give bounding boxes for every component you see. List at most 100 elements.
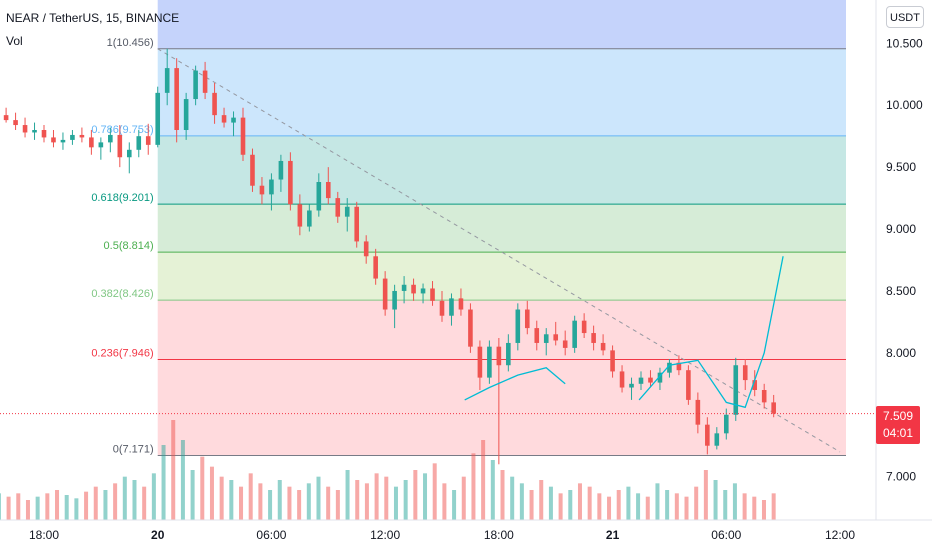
candle-body	[155, 92, 161, 145]
time-tick-label: 06:00	[711, 528, 741, 542]
candle-body	[534, 328, 540, 343]
volume-bar	[64, 495, 69, 520]
fib-band-0.5	[157, 204, 846, 253]
volume-bar	[587, 486, 592, 520]
time-tick-label: 12:00	[370, 528, 400, 542]
volume-bar	[684, 496, 689, 520]
volume-bar	[161, 445, 166, 520]
fib-band-0.382	[157, 252, 846, 301]
candle-body	[22, 125, 28, 133]
volume-bar	[539, 480, 544, 520]
volume-bar	[142, 486, 147, 520]
volume-bar	[519, 483, 524, 520]
price-tick-label: 7.000	[886, 470, 916, 484]
candle-body	[307, 210, 312, 227]
candle-body	[468, 309, 473, 347]
volume-bar	[239, 486, 244, 520]
fib-label-0.5: 0.5(8.814)	[104, 240, 154, 252]
fib-label-0.786: 0.786(9.753)	[91, 124, 153, 136]
candle-body	[183, 99, 189, 130]
candle-body	[506, 342, 511, 366]
projection-curve-left[interactable]	[464, 366, 566, 401]
candle-body	[60, 139, 66, 143]
volume-bar	[171, 420, 176, 520]
volume-bar	[200, 456, 205, 520]
price-tick-label: 9.000	[886, 222, 916, 236]
volume-bar	[335, 490, 340, 520]
candle-body	[382, 278, 388, 310]
candle-body	[581, 320, 587, 334]
volume-bar	[277, 480, 282, 520]
volume-bar	[268, 490, 273, 520]
fib-label-0.618: 0.618(9.201)	[91, 192, 153, 204]
last-price-value: 7.509	[882, 409, 914, 423]
candle-body	[297, 204, 303, 227]
volume-bar	[93, 486, 98, 520]
candle-body	[344, 206, 350, 217]
volume-bar	[364, 483, 369, 520]
candle-body	[259, 185, 265, 195]
candle-body	[562, 340, 568, 348]
volume-bar	[297, 490, 302, 520]
volume-bar	[713, 480, 718, 520]
volume-bar	[626, 486, 631, 520]
candle-body	[761, 390, 767, 403]
volume-bar	[616, 490, 621, 520]
volume-bar	[55, 490, 60, 520]
candle-body	[695, 399, 701, 425]
fib-label-0.382: 0.382(8.426)	[91, 288, 153, 300]
fib-band-0	[157, 359, 846, 456]
candle-body	[648, 377, 653, 383]
candle-body	[600, 342, 606, 351]
volume-bar	[345, 470, 350, 520]
time-tick-label: 12:00	[825, 528, 855, 542]
candle-body	[51, 137, 56, 143]
volume-bar	[113, 483, 118, 520]
volume-bar	[35, 496, 40, 520]
volume-bar	[316, 476, 321, 520]
volume-bar	[84, 491, 89, 520]
volume-bar	[442, 483, 447, 520]
volume-bar	[674, 493, 679, 520]
candle-body	[41, 130, 47, 138]
candle-body	[638, 377, 644, 384]
volume-bar	[597, 493, 602, 520]
volume-bar	[74, 498, 79, 520]
candle-body	[411, 284, 416, 294]
volume-bar	[413, 470, 418, 520]
candle-body	[269, 179, 274, 195]
candle-body	[572, 320, 577, 348]
candle-body	[126, 149, 132, 158]
candle-body	[13, 120, 18, 126]
volume-bar	[558, 493, 563, 520]
volume-bar	[529, 490, 534, 520]
volume-bar	[490, 460, 495, 520]
volume-bar	[761, 500, 766, 520]
volume-bar	[481, 440, 486, 520]
volume-bar	[771, 493, 776, 520]
volume-bar	[355, 480, 360, 520]
candle-body	[335, 198, 341, 217]
candle-body	[89, 137, 94, 148]
volume-bar	[423, 473, 428, 520]
volume-bar	[432, 463, 437, 520]
last-price-tag: 7.509 04:01	[876, 406, 920, 444]
volume-bar	[122, 476, 127, 520]
price-tick-label: 9.500	[886, 160, 916, 174]
candle-body	[420, 288, 426, 294]
candle-body	[449, 298, 454, 316]
fib-band-0.236	[157, 300, 846, 360]
time-tick-label: 20	[151, 528, 165, 542]
projection-curve[interactable]	[638, 256, 784, 409]
volume-bar	[645, 496, 650, 520]
currency-unit-button[interactable]: USDT	[886, 6, 924, 28]
candle-body	[771, 402, 776, 414]
candle-body	[401, 284, 407, 291]
candle-body	[392, 290, 397, 310]
volume-bar	[219, 476, 224, 520]
symbol-title[interactable]: NEAR / TetherUS, 15, BINANCE	[6, 11, 180, 25]
candle-body	[543, 334, 549, 343]
price-tick-label: 10.500	[886, 36, 923, 50]
fib-band-top	[157, 0, 846, 49]
